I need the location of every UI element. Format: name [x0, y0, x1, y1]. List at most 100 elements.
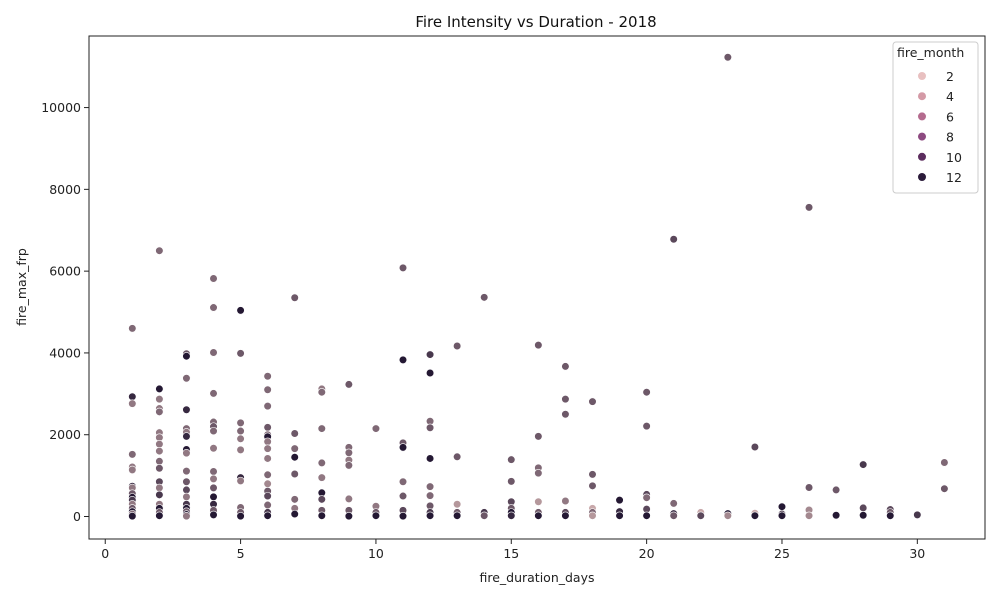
data-point — [750, 511, 760, 520]
x-tick-label: 5 — [237, 546, 245, 561]
data-point — [398, 477, 408, 486]
data-point — [480, 511, 489, 520]
data-point — [425, 491, 435, 500]
data-point — [425, 368, 435, 378]
x-tick-label: 30 — [909, 546, 925, 561]
data-point — [290, 495, 299, 504]
data-point — [182, 449, 191, 458]
legend-title: fire_month — [897, 45, 964, 60]
data-point — [561, 496, 570, 506]
data-point — [128, 450, 137, 459]
data-point — [534, 497, 543, 506]
data-point — [588, 511, 597, 520]
data-point — [859, 460, 868, 469]
data-point — [236, 426, 245, 436]
data-point — [642, 511, 651, 520]
data-point — [777, 511, 787, 520]
data-point — [371, 511, 381, 520]
x-axis: 0 5 10 15 20 25 30 — [101, 539, 925, 561]
data-point — [209, 444, 218, 453]
data-point — [317, 458, 326, 468]
legend-label: 8 — [946, 130, 954, 145]
data-point — [236, 434, 245, 443]
data-point — [453, 500, 462, 509]
data-point — [155, 395, 164, 404]
data-point — [290, 509, 299, 519]
data-point — [940, 484, 949, 493]
data-point — [317, 495, 326, 504]
data-point — [398, 263, 408, 272]
legend-marker — [917, 91, 927, 101]
data-point — [642, 422, 651, 431]
legend-marker — [917, 111, 927, 121]
data-point — [209, 492, 218, 501]
data-point — [615, 511, 624, 520]
data-point — [561, 395, 570, 404]
legend-label: 10 — [946, 150, 962, 165]
data-point — [317, 511, 326, 520]
data-point — [561, 410, 570, 419]
x-tick-label: 20 — [639, 546, 655, 561]
data-point — [263, 444, 272, 453]
data-point — [398, 443, 408, 452]
data-point — [182, 485, 191, 495]
x-tick-label: 15 — [503, 546, 519, 561]
data-point — [561, 362, 570, 371]
legend-marker — [917, 132, 927, 142]
data-point — [290, 469, 299, 479]
data-point — [723, 511, 732, 520]
data-point — [832, 485, 841, 495]
data-point — [290, 444, 299, 453]
legend-marker — [917, 152, 927, 162]
data-point — [290, 453, 299, 462]
data-point — [128, 511, 137, 521]
legend-label: 6 — [946, 109, 954, 124]
plot-area-frame — [88, 35, 986, 540]
legend-entries: 2 4 6 8 10 12 — [917, 69, 962, 185]
data-point — [561, 511, 570, 520]
data-point — [128, 324, 137, 333]
data-point — [209, 467, 218, 476]
data-point — [425, 423, 435, 432]
data-point — [182, 405, 191, 414]
data-point — [263, 470, 272, 479]
y-axis: 0 2000 4000 6000 8000 10000 — [41, 100, 89, 524]
data-point — [263, 454, 272, 463]
data-point — [534, 432, 543, 441]
data-point — [182, 374, 191, 383]
data-point — [236, 445, 245, 454]
data-point — [859, 503, 868, 513]
legend: fire_month 2 4 6 8 10 12 — [892, 41, 979, 194]
data-point — [777, 502, 787, 511]
data-point — [263, 491, 272, 501]
legend-label: 4 — [946, 89, 954, 104]
x-tick-label: 0 — [101, 546, 109, 561]
data-point — [155, 511, 164, 520]
legend-box — [892, 41, 979, 194]
data-point — [534, 341, 543, 350]
data-point — [344, 448, 353, 457]
data-point — [236, 476, 245, 486]
data-point — [263, 479, 272, 488]
y-tick-label: 2000 — [49, 427, 81, 442]
data-point — [263, 372, 272, 381]
data-point — [507, 455, 516, 464]
data-point — [696, 511, 705, 520]
y-tick-label: 6000 — [49, 264, 81, 279]
data-point — [182, 432, 191, 441]
data-point — [534, 469, 543, 478]
data-point — [209, 474, 218, 483]
data-point — [263, 401, 272, 411]
data-point — [886, 511, 895, 520]
data-point — [344, 511, 353, 521]
x-tick-label: 10 — [368, 546, 384, 561]
data-point — [128, 465, 137, 474]
data-point — [317, 388, 326, 397]
data-point — [155, 246, 164, 255]
data-point — [859, 511, 868, 520]
data-point — [588, 481, 597, 490]
x-tick-label: 25 — [774, 546, 790, 561]
legend-marker — [917, 71, 927, 81]
